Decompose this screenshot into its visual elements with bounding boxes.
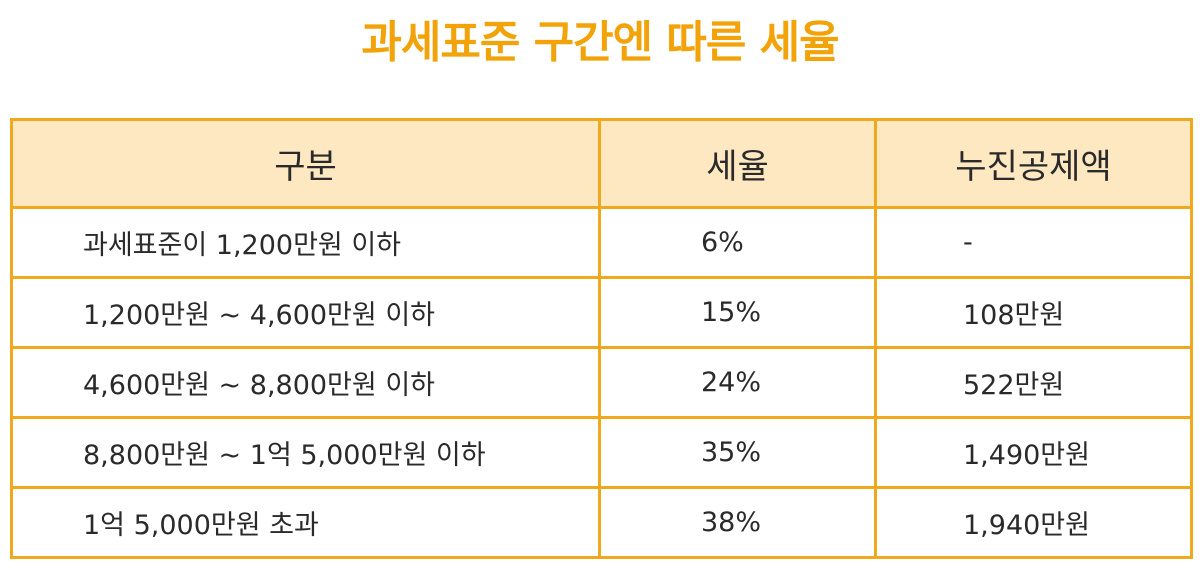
tax-rate-cell: 35% (598, 416, 877, 489)
deduction-cell: 522만원 (874, 346, 1193, 419)
deduction-cell: 1,490만원 (874, 416, 1193, 489)
deduction-cell: 108만원 (874, 276, 1193, 349)
category-cell: 1억 5,000만원 초과 (10, 486, 601, 559)
table-row: 1억 5,000만원 초과 38% 1,940만원 (10, 486, 1193, 559)
header-tax-rate: 세율 (598, 118, 877, 209)
deduction-cell: - (874, 206, 1193, 279)
deduction-cell: 1,940만원 (874, 486, 1193, 559)
table-row: 1,200만원 ~ 4,600만원 이하 15% 108만원 (10, 276, 1193, 349)
tax-rate-cell: 24% (598, 346, 877, 419)
tax-rate-cell: 15% (598, 276, 877, 349)
category-cell: 8,800만원 ~ 1억 5,000만원 이하 (10, 416, 601, 489)
category-cell: 1,200만원 ~ 4,600만원 이하 (10, 276, 601, 349)
tax-rate-table: 구분 세율 누진공제액 과세표준이 1,200만원 이하 6% - 1,200만… (10, 118, 1193, 559)
table-header-row: 구분 세율 누진공제액 (10, 118, 1193, 209)
category-cell: 4,600만원 ~ 8,800만원 이하 (10, 346, 601, 419)
header-progressive-deduction: 누진공제액 (874, 118, 1193, 209)
table-row: 8,800만원 ~ 1억 5,000만원 이하 35% 1,490만원 (10, 416, 1193, 489)
table-row: 4,600만원 ~ 8,800만원 이하 24% 522만원 (10, 346, 1193, 419)
tax-rate-cell: 6% (598, 206, 877, 279)
category-cell: 과세표준이 1,200만원 이하 (10, 206, 601, 279)
table-row: 과세표준이 1,200만원 이하 6% - (10, 206, 1193, 279)
tax-rate-cell: 38% (598, 486, 877, 559)
page-title: 과세표준 구간엔 따른 세율 (361, 17, 839, 68)
header-category: 구분 (10, 118, 601, 209)
